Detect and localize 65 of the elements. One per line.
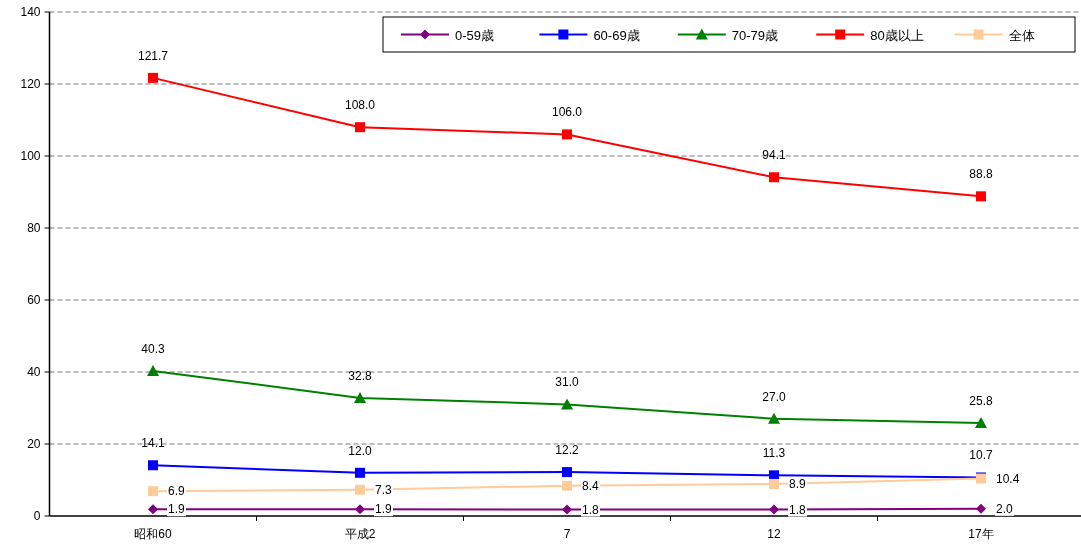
legend-label: 0-59歳 bbox=[455, 27, 495, 43]
legend-label: 70-79歳 bbox=[731, 27, 779, 43]
data-label: 25.8 bbox=[969, 394, 993, 409]
point bbox=[769, 504, 779, 515]
legend-label: 60-69歳 bbox=[593, 27, 640, 43]
point bbox=[562, 467, 572, 478]
legend-label: 80歳以上 bbox=[870, 27, 924, 43]
y-tick-label: 80 bbox=[27, 221, 41, 235]
data-label: 121.7 bbox=[137, 48, 169, 63]
point bbox=[147, 364, 159, 376]
y-tick-label: 60 bbox=[27, 293, 41, 307]
point bbox=[148, 504, 158, 515]
x-tick-label: 7 bbox=[563, 527, 571, 541]
point bbox=[976, 191, 986, 202]
data-label: 11.3 bbox=[762, 446, 786, 461]
data-label: 1.9 bbox=[375, 502, 393, 517]
data-label: 8.9 bbox=[789, 476, 807, 491]
point bbox=[355, 504, 365, 515]
x-tick-label: 昭和60 bbox=[134, 527, 172, 541]
point bbox=[768, 412, 780, 424]
data-label: 14.1 bbox=[141, 436, 165, 451]
point bbox=[769, 172, 779, 183]
point bbox=[148, 486, 158, 497]
point bbox=[148, 460, 158, 471]
y-tick-label: 100 bbox=[20, 149, 41, 163]
point bbox=[562, 129, 572, 140]
y-tick-label: 140 bbox=[20, 5, 41, 19]
point bbox=[355, 467, 365, 478]
x-tick-label: 17年 bbox=[968, 527, 994, 541]
data-label: 1.8 bbox=[582, 502, 600, 517]
data-label: 88.8 bbox=[969, 167, 993, 182]
y-tick-label: 20 bbox=[27, 437, 41, 451]
y-tick-label: 120 bbox=[20, 77, 41, 91]
data-label: 10.4 bbox=[996, 471, 1020, 486]
data-label: 106.0 bbox=[551, 105, 583, 120]
point bbox=[562, 504, 572, 515]
data-label: 7.3 bbox=[375, 482, 393, 497]
data-label: 94.1 bbox=[762, 148, 786, 163]
point bbox=[562, 480, 572, 491]
x-tick-label: 平成2 bbox=[344, 527, 376, 541]
data-label: 12.0 bbox=[348, 443, 372, 458]
data-label: 31.0 bbox=[555, 375, 579, 390]
point bbox=[561, 398, 573, 410]
data-label: 2.0 bbox=[996, 501, 1014, 516]
point bbox=[355, 484, 365, 495]
point bbox=[769, 478, 779, 489]
y-tick-label: 40 bbox=[27, 365, 41, 379]
data-label: 6.9 bbox=[168, 484, 186, 499]
data-label: 8.4 bbox=[582, 478, 600, 493]
x-tick-label: 12 bbox=[767, 527, 781, 541]
data-label: 32.8 bbox=[348, 368, 372, 383]
legend-label: 全体 bbox=[1008, 27, 1035, 43]
point bbox=[355, 122, 365, 133]
data-label: 27.0 bbox=[762, 389, 786, 404]
point bbox=[354, 391, 366, 403]
data-label: 12.2 bbox=[555, 443, 579, 458]
data-label: 40.3 bbox=[141, 341, 165, 356]
data-label: 1.8 bbox=[789, 502, 807, 517]
data-label: 108.0 bbox=[344, 98, 376, 113]
point bbox=[976, 503, 986, 514]
data-label: 10.7 bbox=[969, 448, 993, 463]
y-tick-label: 0 bbox=[33, 509, 41, 523]
point bbox=[975, 417, 987, 429]
point bbox=[148, 72, 158, 83]
data-label: 1.9 bbox=[168, 502, 186, 517]
